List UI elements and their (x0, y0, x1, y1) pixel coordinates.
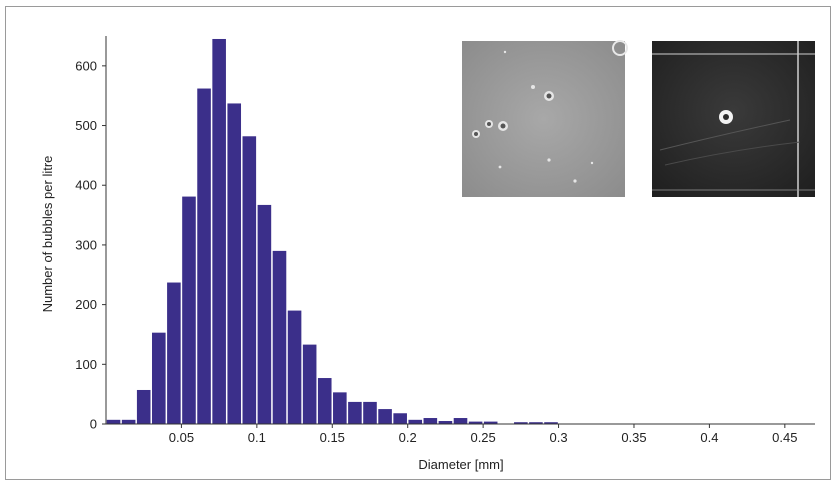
x-tick-label: 0.35 (621, 430, 646, 445)
histogram-bar (468, 421, 483, 424)
y-axis-title: Number of bubbles per litre (40, 156, 55, 313)
histogram-bar (242, 136, 257, 424)
histogram-bar (514, 422, 528, 424)
y-tick-label: 100 (75, 357, 97, 372)
histogram-bar (483, 421, 498, 424)
histogram-bar (287, 310, 302, 424)
x-tick-label: 0.4 (700, 430, 718, 445)
histogram-bar (529, 422, 543, 424)
histogram-bar (348, 401, 362, 424)
y-tick-label: 600 (75, 58, 97, 73)
x-tick-label: 0.3 (550, 430, 568, 445)
histogram-bar (257, 204, 272, 424)
histogram-bar (227, 103, 242, 424)
histogram-bar (333, 392, 347, 424)
histogram-bar (453, 418, 468, 424)
histogram-bar (378, 409, 392, 424)
bubbles-photo-grey (462, 40, 628, 197)
y-tick-label: 400 (75, 178, 97, 193)
x-axis-title: Diameter [mm] (418, 457, 503, 472)
x-tick-label: 0.15 (320, 430, 345, 445)
bubble-photo-dark (652, 41, 815, 197)
x-tick-label: 0.25 (470, 430, 495, 445)
histogram-bar (302, 344, 317, 424)
x-tick-label: 0.45 (772, 430, 797, 445)
figure-frame (5, 6, 831, 480)
histogram-bar (544, 422, 558, 424)
histogram-bar (438, 421, 453, 424)
histogram-bar (363, 401, 377, 424)
histogram-bar (212, 38, 226, 424)
histogram-bar (408, 419, 423, 424)
histogram-bar (197, 88, 211, 424)
x-tick-label: 0.1 (248, 430, 266, 445)
histogram-bar (393, 413, 407, 424)
y-tick-label: 500 (75, 118, 97, 133)
histogram-bar (167, 282, 181, 424)
histogram-bar (136, 389, 151, 424)
y-tick-label: 200 (75, 297, 97, 312)
bars-layer (106, 38, 558, 424)
histogram-bar (152, 332, 166, 424)
x-tick-label: 0.05 (169, 430, 194, 445)
histogram-bar (106, 419, 121, 424)
histogram-bar (121, 419, 136, 424)
x-tick-label: 0.2 (399, 430, 417, 445)
y-tick-label: 0 (90, 417, 97, 432)
y-tick-label: 300 (75, 237, 97, 252)
histogram-bar (272, 250, 287, 424)
histogram-bar (182, 196, 196, 424)
histogram-bar (317, 378, 332, 424)
axes-layer: 0 100 200 300 400 500 600 0.05 0.1 0.15 0.2 0.25 0.3… (75, 36, 815, 445)
histogram-bar (423, 418, 438, 424)
